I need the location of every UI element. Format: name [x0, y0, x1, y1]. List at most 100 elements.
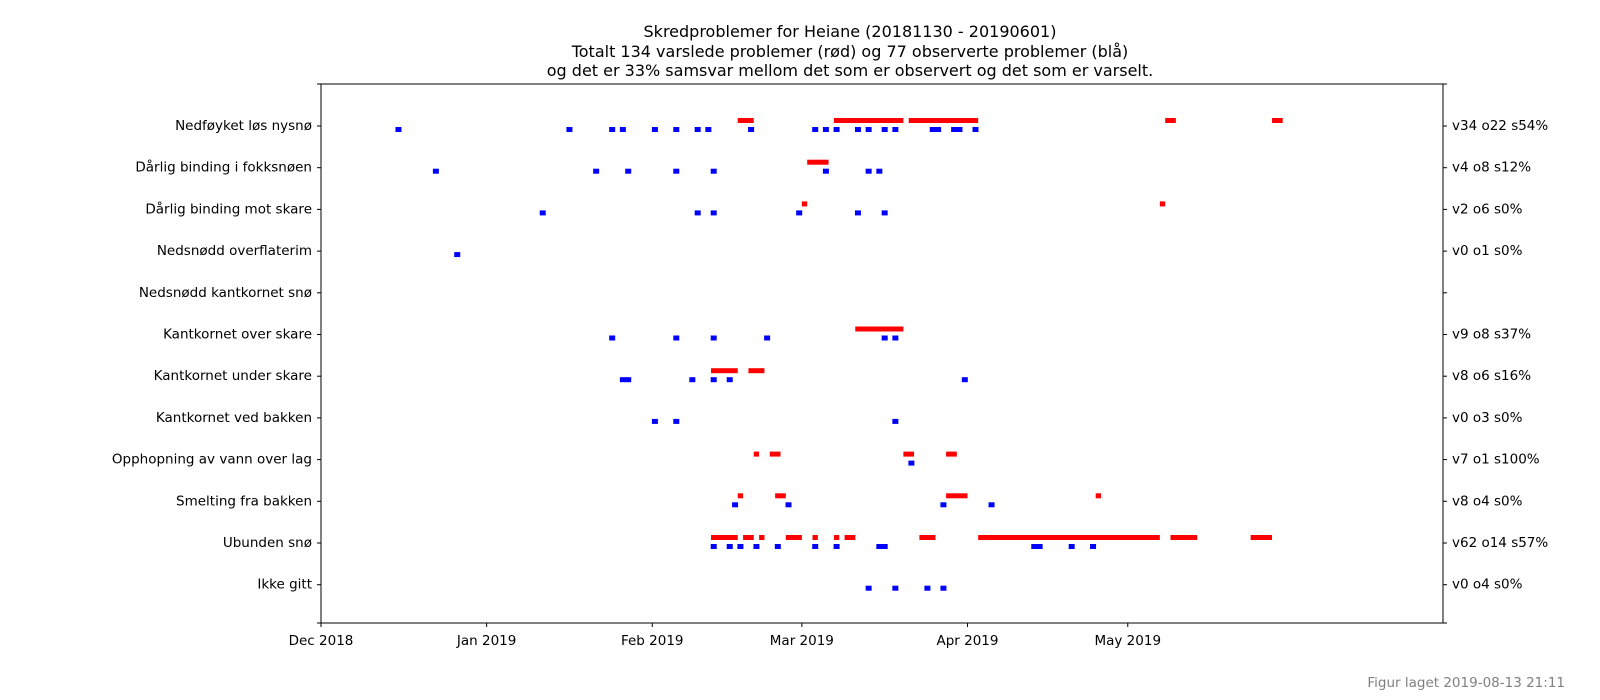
observed-mark — [961, 377, 968, 383]
observed-mark — [908, 460, 915, 466]
observed-mark — [940, 502, 947, 508]
observed-mark — [833, 127, 840, 132]
observed-mark — [619, 127, 626, 132]
y-tick-label: Nedføyket løs nysnø — [175, 118, 312, 134]
observed-mark — [881, 335, 888, 341]
observed-mark — [833, 544, 840, 549]
observed-mark — [454, 252, 461, 258]
observed-mark — [935, 127, 942, 132]
x-tick-label: Feb 2019 — [621, 633, 684, 649]
chart-title-line-3: og det er 33% samsvar mellom det som er … — [546, 61, 1154, 80]
observed-mark — [972, 127, 979, 132]
observed-mark — [710, 335, 717, 341]
observed-mark — [892, 335, 899, 341]
observed-mark — [876, 544, 883, 549]
forecast-mark — [785, 535, 802, 540]
observed-mark — [865, 168, 872, 174]
observed-mark — [956, 127, 963, 132]
observed-mark — [625, 377, 632, 383]
y-tick-label: Smelting fra bakken — [176, 493, 312, 509]
forecast-mark — [1165, 118, 1176, 123]
observed-mark — [432, 168, 439, 174]
observed-mark — [854, 127, 861, 132]
observed-mark — [710, 210, 717, 216]
forecast-mark — [1159, 201, 1166, 207]
observed-mark — [710, 168, 717, 174]
observed-mark — [822, 168, 829, 174]
observed-mark — [812, 544, 819, 549]
x-tick-label: May 2019 — [1094, 633, 1161, 649]
forecast-mark — [711, 368, 738, 374]
chart-title-line-1: Skredproblemer for Heiane (20181130 - 20… — [643, 22, 1057, 41]
forecast-mark — [903, 451, 915, 457]
right-stat-label: v7 o1 s100% — [1452, 452, 1540, 468]
observed-mark — [785, 502, 792, 508]
observed-mark — [673, 168, 680, 174]
observed-mark — [929, 127, 936, 132]
y-tick-label: Nedsnødd kantkornet snø — [139, 285, 312, 301]
x-tick-label: Jan 2019 — [456, 633, 516, 649]
forecast-mark — [801, 201, 808, 207]
observed-mark — [988, 502, 995, 508]
forecast-mark — [833, 535, 840, 540]
forecast-mark — [812, 535, 818, 540]
observed-mark — [689, 377, 696, 383]
forecast-mark — [759, 535, 765, 540]
observed-mark — [726, 377, 733, 383]
observed-mark — [593, 168, 600, 174]
observed-mark — [694, 210, 701, 216]
observed-mark — [673, 418, 680, 424]
observed-mark — [1036, 544, 1043, 549]
observed-mark — [609, 127, 616, 132]
y-tick-label: Kantkornet over skare — [163, 327, 312, 343]
observed-mark — [673, 335, 680, 341]
right-stat-label: v4 o8 s12% — [1452, 160, 1531, 176]
observed-mark — [812, 127, 819, 132]
right-stat-label: v62 o14 s57% — [1452, 535, 1548, 551]
right-stat-label: v2 o6 s0% — [1452, 201, 1523, 217]
forecast-mark — [855, 326, 904, 332]
observed-mark — [1090, 544, 1097, 549]
right-stat-label: v0 o1 s0% — [1452, 243, 1523, 259]
right-stat-label: v0 o3 s0% — [1452, 410, 1523, 426]
observed-mark — [774, 544, 781, 549]
forecast-mark — [946, 451, 957, 457]
y-tick-label: Dårlig binding i fokksnøen — [135, 159, 312, 176]
observed-mark — [854, 210, 861, 216]
observed-mark — [710, 544, 717, 549]
observed-mark — [651, 418, 658, 424]
forecast-mark — [737, 493, 744, 499]
observed-mark — [651, 127, 658, 132]
observed-mark — [865, 585, 872, 591]
plot-frame — [320, 83, 1444, 624]
forecast-mark — [775, 493, 786, 499]
observed-mark — [710, 377, 717, 383]
observed-mark — [395, 127, 402, 132]
forecast-mark — [753, 451, 760, 457]
right-stat-label: v9 o8 s37% — [1452, 327, 1531, 343]
forecast-mark — [748, 368, 765, 374]
x-tick-label: Mar 2019 — [770, 633, 834, 649]
x-tick-label: Dec 2018 — [289, 633, 354, 649]
observed-mark — [876, 168, 883, 174]
observed-mark — [892, 127, 899, 132]
observed-mark — [951, 127, 958, 132]
right-stat-label: v34 o22 s54% — [1452, 118, 1548, 134]
observed-mark — [865, 127, 872, 132]
chart-title-line-2: Totalt 134 varslede problemer (rød) og 7… — [571, 41, 1129, 61]
forecast-mark — [807, 159, 829, 165]
observed-mark — [1068, 544, 1075, 549]
observed-mark — [796, 210, 803, 216]
observed-mark — [881, 127, 888, 132]
forecast-mark — [737, 118, 754, 123]
forecast-mark — [833, 118, 904, 123]
observed-mark — [566, 127, 573, 132]
observed-mark — [892, 418, 899, 424]
forecast-mark — [1095, 493, 1102, 499]
chart-title: Skredproblemer for Heiane (20181130 - 20… — [230, 22, 1470, 81]
observed-mark — [764, 335, 771, 341]
forecast-mark — [769, 451, 781, 457]
observed-mark — [1031, 544, 1038, 549]
